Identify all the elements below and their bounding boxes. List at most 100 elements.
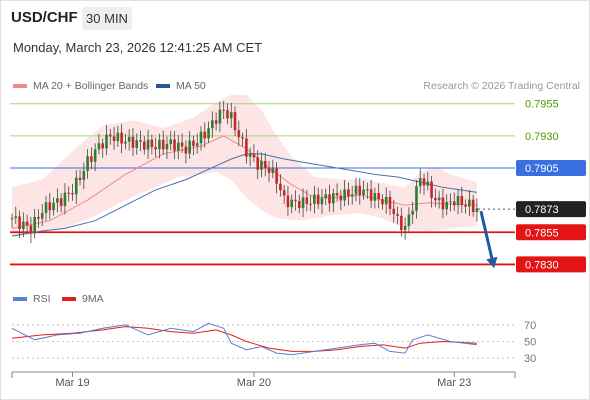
candle-body	[392, 209, 395, 214]
candle-body	[317, 194, 320, 204]
candle-body	[272, 169, 275, 173]
candle-body	[430, 182, 433, 198]
candle-body	[196, 143, 199, 146]
candle-body	[226, 110, 229, 118]
forecast-arrow-head	[486, 257, 497, 269]
candle-body	[324, 194, 327, 198]
candle-body	[143, 142, 146, 150]
candle-body	[351, 194, 354, 196]
forecast-arrow-line	[481, 211, 493, 262]
rsi-ma9-line	[12, 327, 477, 352]
candle-body	[306, 197, 309, 203]
candle-body	[283, 190, 286, 195]
candle-body	[445, 202, 448, 209]
candle-body	[147, 140, 150, 150]
candle-body	[30, 225, 33, 233]
candle-body	[362, 190, 365, 195]
candle-body	[355, 186, 358, 195]
candle-body	[449, 201, 452, 202]
candle-body	[377, 193, 380, 199]
candle-body	[71, 193, 74, 194]
candle-body	[151, 140, 154, 147]
candle-body	[415, 186, 418, 211]
candle-body	[294, 200, 297, 201]
candle-body	[457, 196, 460, 205]
level-label-0: 0.7955	[525, 99, 559, 111]
candle-body	[336, 193, 339, 195]
level-label-1: 0.7930	[525, 131, 559, 143]
candle-body	[328, 194, 331, 203]
x-tick-label-1: Mar 20	[237, 377, 271, 389]
candle-body	[241, 137, 244, 138]
candle-body	[18, 216, 21, 229]
level-label-4: 0.7855	[525, 227, 559, 239]
candle-body	[279, 184, 282, 191]
candle-body	[52, 203, 55, 211]
candle-body	[83, 171, 86, 180]
candle-body	[419, 178, 422, 186]
candle-body	[132, 137, 135, 148]
candle-body	[67, 193, 70, 194]
candle-body	[275, 169, 278, 184]
candle-body	[105, 135, 108, 149]
candle-body	[162, 140, 165, 150]
candle-body	[343, 189, 346, 200]
candle-body	[234, 112, 237, 130]
candle-body	[468, 200, 471, 207]
candle-body	[268, 169, 271, 173]
candle-body	[396, 214, 399, 216]
candle-body	[158, 140, 161, 149]
candle-body	[256, 157, 259, 169]
candle-body	[154, 147, 157, 149]
candle-body	[207, 128, 210, 138]
candle-body	[461, 196, 464, 205]
rsi-line	[12, 323, 477, 355]
candle-body	[472, 200, 475, 212]
level-label-5: 0.7830	[525, 259, 559, 271]
candle-body	[238, 130, 241, 137]
candle-body	[442, 198, 445, 210]
candle-body	[464, 205, 467, 207]
rsi-tick-2: 30	[524, 353, 536, 365]
rsi-tick-0: 70	[524, 320, 536, 332]
candle-body	[37, 217, 40, 219]
candle-body	[222, 110, 225, 111]
candle-body	[313, 194, 316, 203]
candle-body	[309, 204, 312, 205]
candle-body	[173, 139, 176, 150]
candle-body	[109, 135, 112, 137]
candle-body	[476, 208, 479, 212]
candle-body	[211, 120, 214, 128]
candle-body	[245, 138, 248, 156]
candle-body	[177, 143, 180, 151]
candle-body	[86, 156, 89, 171]
candle-body	[120, 133, 123, 144]
candle-body	[181, 143, 184, 147]
candle-body	[408, 215, 411, 226]
candle-body	[166, 144, 169, 149]
rsi-tick-1: 50	[524, 337, 536, 349]
candle-body	[370, 189, 373, 200]
candle-body	[215, 120, 218, 123]
candle-body	[188, 141, 191, 154]
candle-body	[56, 198, 59, 202]
candle-body	[128, 137, 131, 142]
candle-body	[321, 198, 324, 204]
candle-body	[427, 182, 430, 186]
candle-body	[423, 178, 426, 185]
candle-body	[98, 143, 101, 149]
candle-body	[113, 136, 116, 141]
candle-body	[41, 213, 44, 219]
candle-body	[185, 146, 188, 153]
candle-body	[90, 156, 93, 161]
candle-body	[203, 132, 206, 139]
candle-body	[298, 201, 301, 208]
candle-body	[453, 201, 456, 205]
candle-body	[60, 198, 63, 206]
candle-body	[290, 200, 293, 207]
candle-body	[404, 226, 407, 230]
candle-body	[230, 112, 233, 118]
level-label-2: 0.7905	[525, 163, 559, 175]
candle-body	[117, 133, 120, 141]
